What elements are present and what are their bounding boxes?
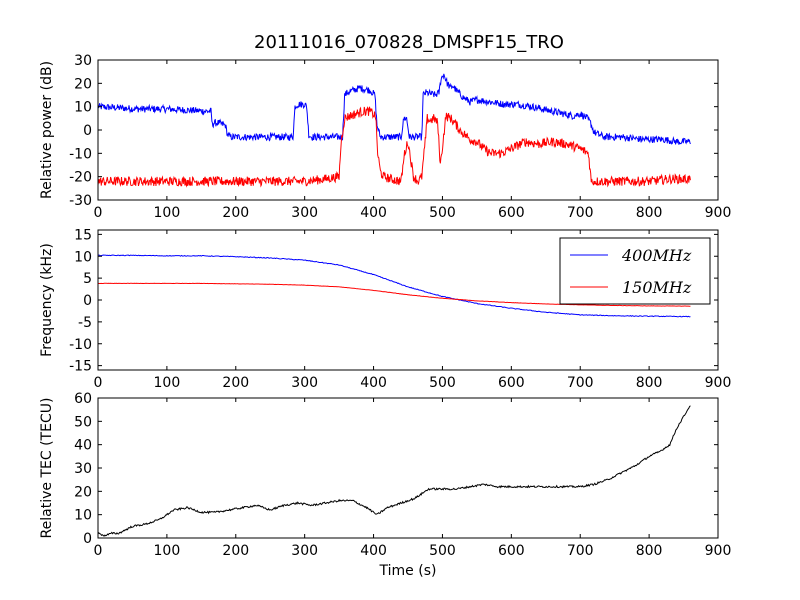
series-line-1-1 [98,73,691,145]
y-tick-label: -30 [69,193,92,209]
y-tick-label: 30 [74,53,92,69]
x-tick-label: 700 [567,375,594,391]
y-tick-label: 40 [74,438,92,454]
x-tick-label: 700 [567,205,594,221]
x-tick-label: 600 [498,375,525,391]
y-tick-label: 20 [74,76,92,92]
legend-label: 400MHz [621,246,692,265]
legend-box [559,237,711,305]
y-tick-label: 60 [74,391,92,407]
y-tick-label: 30 [74,461,92,477]
x-tick-label: 900 [705,205,732,221]
y-tick-label: 50 [74,414,92,430]
x-tick-label: 400 [360,375,387,391]
subplot-1: 0 100 200 300 400 500 600 700 800 900 -30 -20 -10 0 10… [39,53,731,221]
x-tick-label: 200 [222,205,249,221]
y-tick-label: -20 [69,170,92,186]
axes-container: 0 100 200 300 400 500 600 700 800 900-30-20-10010… [39,53,731,579]
x-tick-label: 100 [154,205,181,221]
x-tick-label: 100 [154,543,181,559]
y-tick-label: 0 [83,531,92,547]
x-tick-label: 100 [154,375,181,391]
subplot-2: 0 100 200 300 400 500 600 700 800 900 -15 -10 -5 0 5 10… [39,227,731,391]
y-tick-label: 10 [74,100,92,116]
x-tick-label: 0 [94,205,103,221]
y-tick-label: 5 [83,271,92,287]
x-tick-label: 200 [222,375,249,391]
x-tick-label: 400 [360,205,387,221]
x-tick-label: 300 [291,375,318,391]
figure-title: 20111016_070828_DMSPF15_TRO [254,32,564,53]
x-tick-label: 800 [636,375,663,391]
x-tick-label: 500 [429,375,456,391]
x-tick-label: 500 [429,205,456,221]
y-tick-label: -10 [69,337,92,353]
y-axis-label: Frequency (kHz) [39,243,55,357]
x-tick-label: 900 [705,375,732,391]
y-tick-label: 0 [83,123,92,139]
x-axis-label: Time (s) [379,563,437,579]
series-line-2-1 [98,254,691,318]
y-tick-label: 20 [74,484,92,500]
x-tick-label: 600 [498,205,525,221]
y-tick-label: 10 [74,249,92,265]
series-line-3-1 [98,405,691,537]
y-tick-label: -10 [69,146,92,162]
x-tick-label: 300 [291,205,318,221]
y-tick-label: 10 [74,508,92,524]
x-tick-label: 800 [636,205,663,221]
y-tick-label: 15 [74,227,92,243]
y-axis-label: Relative TEC (TECU) [39,398,55,539]
x-tick-label: 700 [567,543,594,559]
x-tick-label: 500 [429,543,456,559]
y-tick-label: -15 [69,359,92,375]
x-tick-label: 900 [705,543,732,559]
y-tick-label: 0 [83,293,92,309]
legend-label: 150MHz [622,278,692,297]
legend: 400MHz 150MHz [559,237,711,305]
x-tick-label: 600 [498,543,525,559]
x-tick-label: 300 [291,543,318,559]
series-line-1-2 [98,106,691,188]
y-tick-label: -5 [78,315,92,331]
x-tick-label: 800 [636,543,663,559]
y-axis-label: Relative power (dB) [39,61,55,199]
x-tick-label: 0 [94,543,103,559]
subplot-3: 0 100 200 300 400 500 600 700 800 900 0 10 20 30 40 50 6… [39,391,731,579]
x-tick-label: 400 [360,543,387,559]
x-tick-label: 200 [222,543,249,559]
series-line-2-2 [98,282,691,307]
x-tick-label: 0 [94,375,103,391]
